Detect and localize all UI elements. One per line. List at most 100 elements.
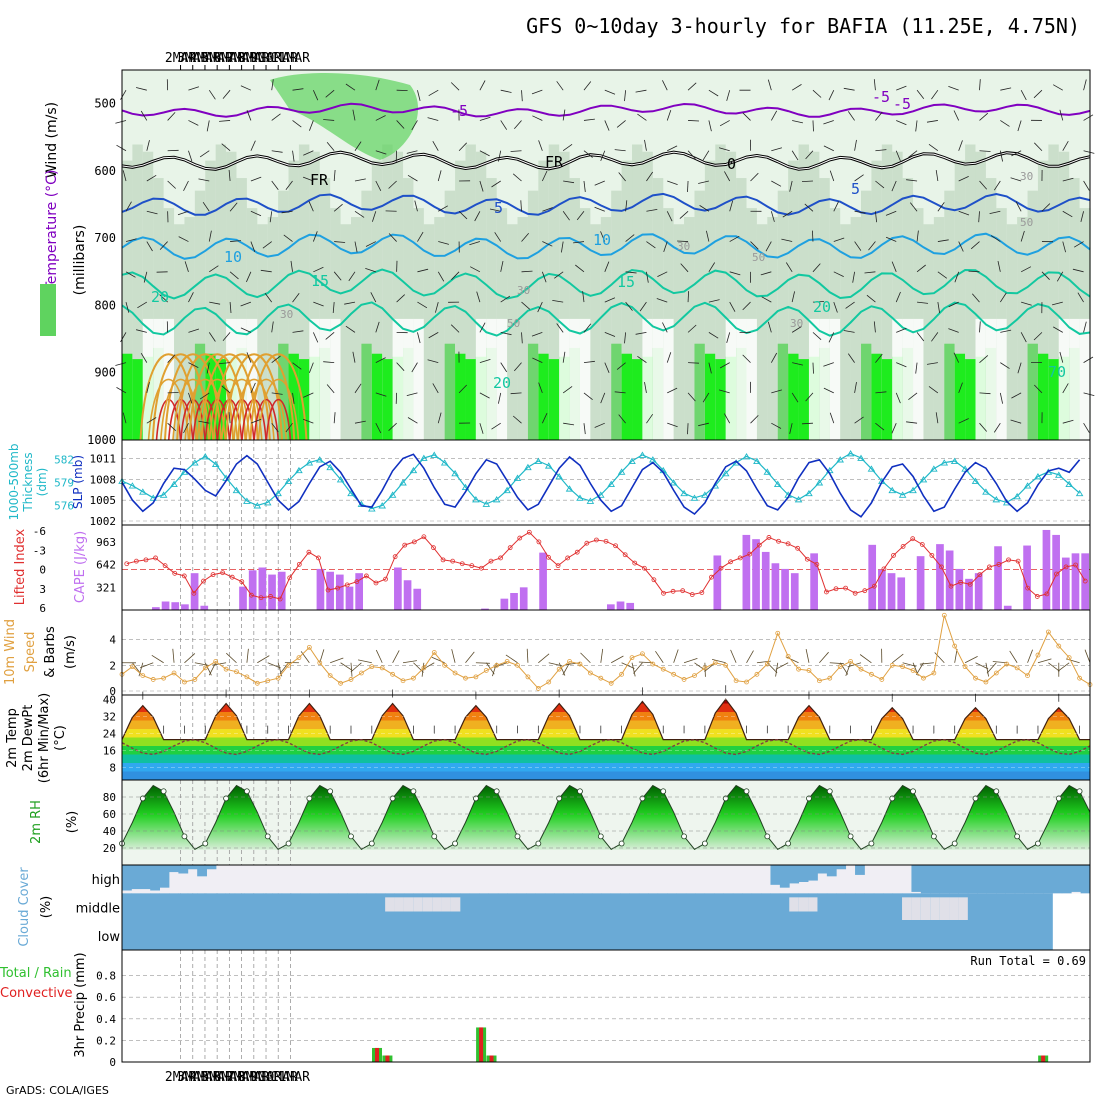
wind-barb — [125, 301, 130, 313]
wind-barb — [354, 420, 366, 424]
cape-bar — [239, 586, 247, 610]
surface-wind-barb — [493, 662, 508, 668]
wind-barb — [562, 351, 566, 363]
rh-shade — [559, 151, 571, 440]
wind-barb — [417, 231, 424, 242]
cloud-mid-low-bar — [563, 893, 574, 950]
rh-shade — [194, 190, 206, 440]
wind-barb — [968, 270, 980, 273]
wind-barb — [281, 210, 293, 214]
li-point — [632, 560, 638, 566]
thickness-point — [857, 454, 865, 461]
wind-barb — [250, 382, 256, 394]
wind-barb — [708, 89, 719, 97]
cloud-mid-low-bar — [732, 893, 743, 950]
wind-barb — [662, 322, 668, 333]
rh-ylabel-units: (%) — [65, 811, 80, 834]
rh-shade — [965, 144, 977, 440]
wind-barb — [854, 139, 857, 151]
rh-shade — [694, 190, 706, 440]
cloud-mid-low-bar — [845, 893, 856, 950]
rh-shade — [527, 190, 539, 440]
surface-wind-barb — [358, 659, 372, 664]
wind-speed-point — [161, 675, 167, 681]
wind-speed-point — [806, 668, 812, 673]
rh-point — [764, 833, 771, 840]
wind-barb — [333, 412, 336, 424]
wind-barb — [309, 120, 314, 131]
wind-speed-point — [213, 659, 219, 664]
li-point — [172, 570, 178, 576]
wind-speed-point — [140, 673, 146, 678]
wind-barb — [635, 89, 647, 93]
cloud-mid-low-bar — [996, 893, 1006, 950]
rh-shade — [1027, 343, 1039, 440]
li-point — [287, 575, 293, 581]
li-point — [1054, 571, 1059, 577]
cape-bar — [810, 553, 818, 610]
cloud-mid-low-bar — [544, 893, 555, 950]
thickness-point — [867, 465, 876, 472]
wind-barb — [221, 143, 231, 152]
wind-barb — [770, 211, 775, 222]
wind-barb — [812, 332, 822, 340]
li-point — [383, 576, 388, 582]
precip-total-label: Total / Rain — [0, 966, 72, 981]
wind-barb — [262, 241, 272, 249]
wind-barb — [292, 120, 302, 128]
wind-barb — [594, 180, 605, 186]
wind-barb — [954, 271, 960, 283]
surface-wind-barb — [683, 658, 698, 664]
cloud-mid-low-bar — [714, 893, 724, 950]
wind-barb — [833, 271, 844, 277]
li-point — [296, 561, 302, 567]
wind-barb — [885, 236, 897, 242]
wind-barb — [240, 85, 252, 91]
wind-speed-point — [171, 670, 177, 676]
thickness-point — [950, 457, 959, 464]
cloud-high-bar — [855, 865, 865, 875]
wind-barb — [845, 301, 855, 309]
wind-barb — [1017, 120, 1022, 132]
wind-ylabel: & Barbs — [43, 626, 58, 678]
surface-wind-barb — [492, 662, 498, 677]
wind-barb — [292, 362, 302, 370]
wind-ylabel: 10m Wind — [3, 619, 18, 685]
cloud-mid-low-bar — [338, 893, 348, 950]
rh-shade — [704, 160, 716, 440]
wind-barb — [1083, 392, 1095, 396]
wind-barb — [1034, 142, 1043, 152]
wind-barb — [417, 301, 428, 309]
wind-barb — [916, 332, 925, 342]
cloud-mid-low-bar — [864, 893, 875, 950]
wind-barb — [432, 383, 439, 394]
wind-barb — [1059, 351, 1064, 363]
wind-barb — [928, 386, 939, 394]
pressure-tick: 900 — [94, 366, 116, 380]
wind-barb — [228, 412, 231, 424]
wind-speed-point — [473, 674, 479, 680]
wind-tick: 0 — [109, 685, 116, 698]
cloud-mid-low-bar — [300, 893, 311, 950]
cloud-mid-low-bar — [150, 893, 160, 950]
wind-barb — [167, 180, 176, 189]
wind-speed-point — [952, 643, 958, 649]
wind-speed-point — [796, 666, 801, 672]
thickness-point — [263, 499, 272, 506]
rh-point — [431, 833, 438, 840]
wind-speed-point — [754, 671, 760, 677]
cloud-high-bar — [131, 865, 142, 890]
wind-barb — [699, 205, 710, 212]
rh-shade — [475, 151, 487, 440]
wind-barb — [708, 299, 720, 303]
wind-barb — [666, 211, 673, 222]
surface-wind-barb — [226, 652, 237, 664]
wind-barb — [854, 241, 862, 251]
cloud-mid-low-bar — [657, 893, 668, 950]
wind-barb — [1062, 140, 1069, 151]
rh-point — [348, 833, 354, 840]
wind-barb — [458, 384, 467, 394]
surface-wind-barb — [673, 649, 679, 663]
contour-label: 70 — [1048, 363, 1066, 381]
wind-barb — [906, 179, 918, 182]
